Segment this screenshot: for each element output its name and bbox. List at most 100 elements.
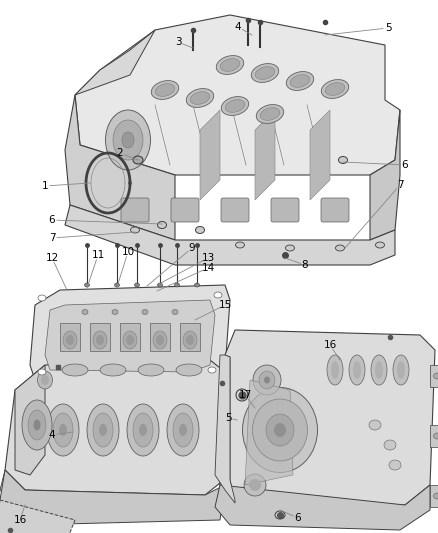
Ellipse shape — [167, 404, 199, 456]
Ellipse shape — [41, 375, 49, 385]
Ellipse shape — [190, 92, 210, 104]
Ellipse shape — [87, 404, 119, 456]
Ellipse shape — [195, 227, 205, 233]
Polygon shape — [65, 205, 395, 265]
Text: 6: 6 — [49, 215, 55, 225]
Text: 5: 5 — [225, 413, 231, 423]
Text: 3: 3 — [175, 37, 181, 47]
Ellipse shape — [106, 110, 151, 170]
FancyBboxPatch shape — [321, 198, 349, 222]
Text: 16: 16 — [14, 515, 27, 525]
Ellipse shape — [251, 63, 279, 83]
Ellipse shape — [133, 156, 143, 164]
Ellipse shape — [112, 310, 118, 314]
Ellipse shape — [221, 96, 249, 116]
Text: 7: 7 — [397, 180, 403, 190]
Bar — [60, 323, 80, 351]
Text: 14: 14 — [201, 263, 215, 273]
Text: 6: 6 — [402, 160, 408, 170]
Text: 12: 12 — [46, 253, 59, 263]
Ellipse shape — [186, 335, 194, 345]
Polygon shape — [15, 365, 45, 475]
Ellipse shape — [214, 292, 222, 298]
Polygon shape — [220, 330, 435, 505]
Bar — [430, 485, 438, 507]
Ellipse shape — [274, 423, 286, 437]
Ellipse shape — [153, 331, 167, 349]
Ellipse shape — [176, 364, 202, 376]
Ellipse shape — [336, 245, 345, 251]
Ellipse shape — [38, 371, 53, 389]
Ellipse shape — [127, 404, 159, 456]
Ellipse shape — [434, 433, 438, 439]
Ellipse shape — [113, 120, 143, 160]
FancyBboxPatch shape — [171, 198, 199, 222]
Ellipse shape — [434, 493, 438, 499]
Polygon shape — [75, 30, 155, 95]
Ellipse shape — [186, 88, 214, 108]
Ellipse shape — [325, 83, 345, 95]
Polygon shape — [0, 500, 75, 533]
Ellipse shape — [155, 84, 175, 96]
Ellipse shape — [172, 310, 178, 314]
Ellipse shape — [286, 245, 294, 251]
Ellipse shape — [255, 67, 275, 79]
Ellipse shape — [252, 399, 307, 461]
Bar — [430, 365, 438, 387]
Polygon shape — [45, 300, 215, 372]
Ellipse shape — [375, 361, 383, 379]
Bar — [430, 425, 438, 447]
Ellipse shape — [22, 400, 52, 450]
Ellipse shape — [66, 335, 74, 345]
Ellipse shape — [85, 283, 89, 287]
Ellipse shape — [53, 413, 73, 447]
Polygon shape — [245, 380, 293, 485]
Polygon shape — [75, 15, 400, 175]
Ellipse shape — [369, 420, 381, 430]
Polygon shape — [30, 285, 230, 385]
Ellipse shape — [353, 361, 361, 379]
Bar — [150, 323, 170, 351]
Text: 2: 2 — [117, 148, 124, 158]
Ellipse shape — [331, 361, 339, 379]
Ellipse shape — [139, 424, 147, 436]
Polygon shape — [370, 110, 400, 240]
Ellipse shape — [99, 424, 107, 436]
Ellipse shape — [375, 242, 385, 248]
Ellipse shape — [225, 100, 245, 112]
Ellipse shape — [47, 404, 79, 456]
Text: 15: 15 — [219, 300, 232, 310]
Ellipse shape — [208, 367, 216, 373]
Text: 5: 5 — [385, 23, 391, 33]
Ellipse shape — [321, 79, 349, 99]
Ellipse shape — [131, 227, 139, 233]
Ellipse shape — [434, 373, 438, 379]
Text: 6: 6 — [295, 513, 301, 523]
Ellipse shape — [59, 424, 67, 436]
Ellipse shape — [220, 59, 240, 71]
Ellipse shape — [142, 310, 148, 314]
Bar — [180, 323, 200, 351]
Polygon shape — [220, 355, 235, 503]
Ellipse shape — [253, 365, 281, 395]
Ellipse shape — [63, 331, 77, 349]
Ellipse shape — [327, 355, 343, 385]
Bar — [90, 323, 110, 351]
FancyBboxPatch shape — [121, 198, 149, 222]
Ellipse shape — [179, 424, 187, 436]
Polygon shape — [65, 95, 175, 240]
Ellipse shape — [349, 355, 365, 385]
Ellipse shape — [62, 364, 88, 376]
Polygon shape — [255, 110, 275, 200]
Text: 4: 4 — [49, 430, 55, 440]
Ellipse shape — [114, 283, 120, 287]
Text: 1: 1 — [42, 181, 48, 191]
Ellipse shape — [28, 410, 46, 440]
Ellipse shape — [384, 440, 396, 450]
Polygon shape — [0, 470, 25, 515]
Ellipse shape — [38, 295, 46, 301]
Ellipse shape — [266, 414, 294, 446]
Ellipse shape — [156, 335, 164, 345]
Ellipse shape — [126, 335, 134, 345]
Text: 17: 17 — [238, 390, 251, 400]
